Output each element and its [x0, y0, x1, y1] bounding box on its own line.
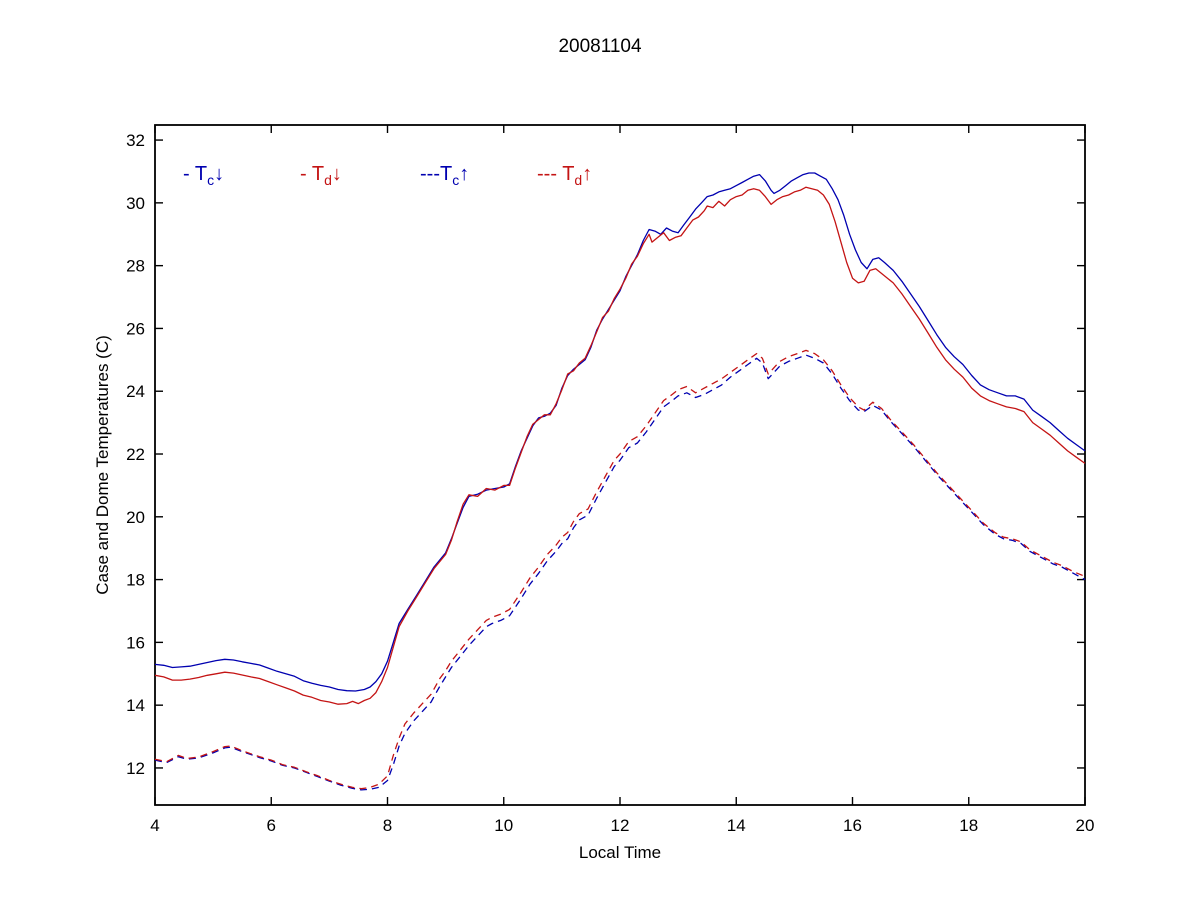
- x-tick-label: 18: [959, 816, 978, 835]
- legend-item-d-down: - Td↓: [300, 163, 342, 188]
- legend: - Tc↓ - Td↓ ---Tc↑ --- Td↑: [183, 163, 592, 188]
- y-tick-label: 20: [126, 508, 145, 527]
- axis-ticks: 4 6 8 10 12 14 16 18 20 12 14 16 18 20 22 24 26 28 30 32: [126, 125, 1094, 835]
- x-tick-label: 4: [150, 816, 159, 835]
- data-series: [154, 172, 1086, 791]
- chart-title: 20081104: [558, 36, 642, 57]
- legend-item-d-up: --- Td↑: [537, 163, 592, 188]
- x-axis-label: Local Time: [579, 843, 661, 862]
- legend-glyph: c: [207, 172, 214, 188]
- legend-glyph: ---: [537, 163, 562, 185]
- legend-glyph: T: [562, 163, 574, 185]
- legend-glyph: ---: [420, 163, 440, 185]
- series-line-Tc_up: [154, 354, 1086, 791]
- legend-glyph: ↓: [214, 163, 224, 185]
- x-tick-label: 10: [494, 816, 513, 835]
- x-tick-label: 14: [727, 816, 746, 835]
- legend-glyph: ↓: [332, 163, 342, 185]
- y-tick-label: 22: [126, 445, 145, 464]
- legend-glyph: -: [183, 163, 195, 185]
- legend-glyph: -: [300, 163, 312, 185]
- legend-glyph: d: [324, 172, 332, 188]
- x-tick-label: 16: [843, 816, 862, 835]
- legend-glyph: T: [440, 163, 452, 185]
- legend-glyph: T: [195, 163, 207, 185]
- y-tick-label: 14: [126, 696, 145, 715]
- axes-frame: [154, 124, 1086, 806]
- x-tick-label: 6: [267, 816, 276, 835]
- legend-glyph: ↑: [459, 163, 469, 185]
- y-tick-label: 32: [126, 131, 145, 150]
- legend-glyph: c: [452, 172, 459, 188]
- y-tick-label: 12: [126, 759, 145, 778]
- y-tick-label: 16: [126, 633, 145, 652]
- series-line-Td_down: [154, 186, 1086, 705]
- y-tick-label: 30: [126, 194, 145, 213]
- legend-glyph: d: [574, 172, 582, 188]
- legend-glyph: ↑: [582, 163, 592, 185]
- y-tick-label: 24: [126, 382, 145, 401]
- y-tick-label: 26: [126, 319, 145, 338]
- legend-glyph: T: [312, 163, 324, 185]
- y-tick-label: 18: [126, 571, 145, 590]
- x-tick-label: 20: [1076, 816, 1095, 835]
- x-tick-label: 8: [383, 816, 392, 835]
- y-axis-label: Case and Dome Temperatures (C): [93, 335, 112, 595]
- series-line-Tc_down: [154, 172, 1086, 692]
- x-tick-label: 12: [611, 816, 630, 835]
- y-tick-label: 28: [126, 257, 145, 276]
- legend-item-c-down: - Tc↓: [183, 163, 224, 188]
- plot-border: [154, 124, 1086, 806]
- series-line-Td_up: [154, 349, 1086, 790]
- legend-item-c-up: ---Tc↑: [420, 163, 469, 188]
